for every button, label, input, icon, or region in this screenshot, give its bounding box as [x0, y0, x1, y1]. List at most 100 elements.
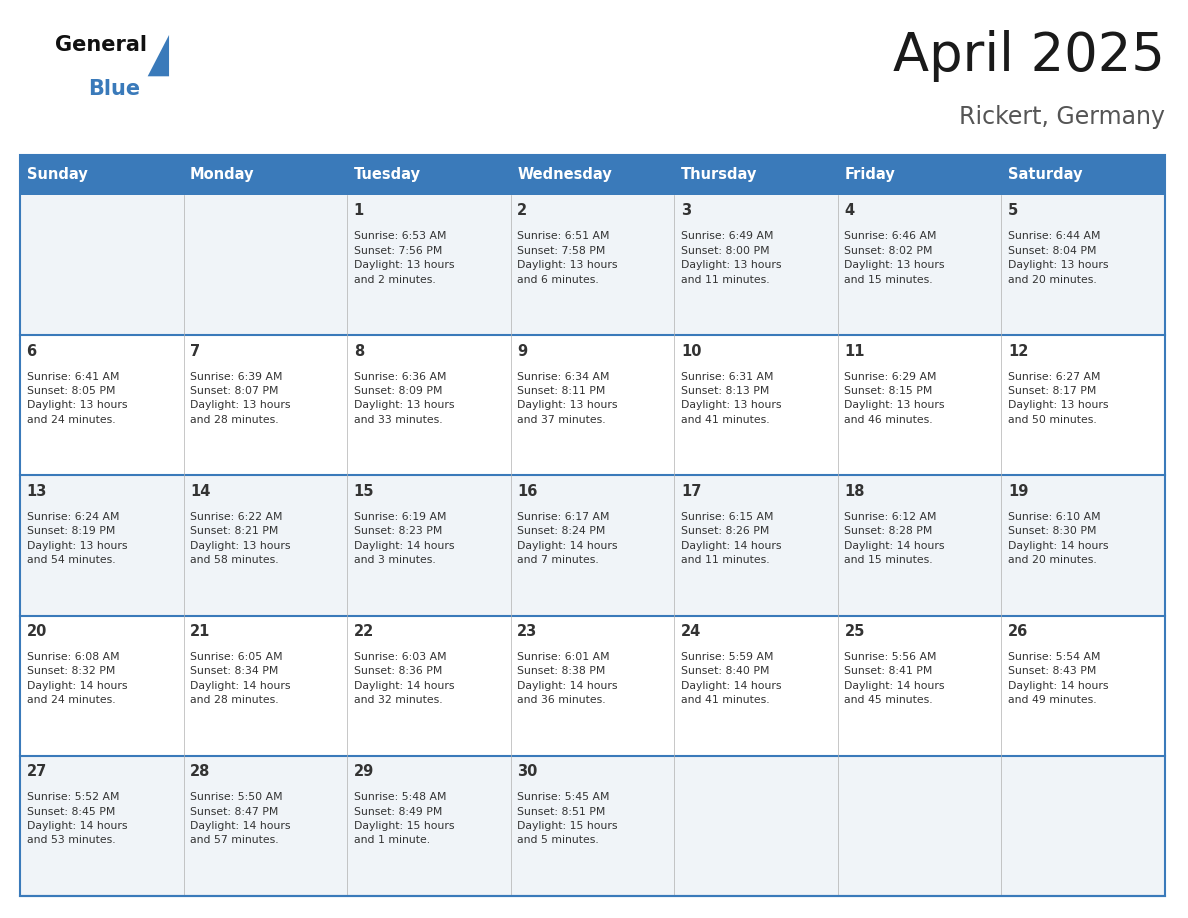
Text: Rickert, Germany: Rickert, Germany [959, 105, 1165, 129]
Bar [184, 195, 347, 335]
Bar [1001, 476, 1165, 616]
Text: Sunrise: 6:12 AM
Sunset: 8:28 PM
Daylight: 14 hours
and 15 minutes.: Sunrise: 6:12 AM Sunset: 8:28 PM Dayligh… [845, 512, 944, 565]
Text: Wednesday: Wednesday [517, 167, 612, 183]
Text: Sunrise: 5:56 AM
Sunset: 8:41 PM
Daylight: 14 hours
and 45 minutes.: Sunrise: 5:56 AM Sunset: 8:41 PM Dayligh… [845, 652, 944, 705]
Text: Sunday: Sunday [26, 167, 87, 183]
Bar [675, 756, 838, 896]
Point [177, 189, 191, 200]
Text: 28: 28 [190, 764, 210, 779]
Point [177, 890, 191, 901]
Point [504, 890, 518, 901]
Bar [184, 335, 347, 476]
Text: 7: 7 [190, 343, 201, 359]
Bar [20, 195, 184, 335]
Text: Sunrise: 5:45 AM
Sunset: 8:51 PM
Daylight: 15 hours
and 5 minutes.: Sunrise: 5:45 AM Sunset: 8:51 PM Dayligh… [517, 792, 618, 845]
Point [504, 189, 518, 200]
Text: Sunrise: 6:51 AM
Sunset: 7:58 PM
Daylight: 13 hours
and 6 minutes.: Sunrise: 6:51 AM Sunset: 7:58 PM Dayligh… [517, 231, 618, 285]
Text: Saturday: Saturday [1007, 167, 1082, 183]
Text: Sunrise: 6:19 AM
Sunset: 8:23 PM
Daylight: 14 hours
and 3 minutes.: Sunrise: 6:19 AM Sunset: 8:23 PM Dayligh… [354, 512, 454, 565]
Text: Sunrise: 6:44 AM
Sunset: 8:04 PM
Daylight: 13 hours
and 20 minutes.: Sunrise: 6:44 AM Sunset: 8:04 PM Dayligh… [1007, 231, 1108, 285]
Text: Monday: Monday [190, 167, 254, 183]
Text: Sunrise: 5:59 AM
Sunset: 8:40 PM
Daylight: 14 hours
and 41 minutes.: Sunrise: 5:59 AM Sunset: 8:40 PM Dayligh… [681, 652, 782, 705]
Text: Sunrise: 6:41 AM
Sunset: 8:05 PM
Daylight: 13 hours
and 24 minutes.: Sunrise: 6:41 AM Sunset: 8:05 PM Dayligh… [26, 372, 127, 425]
Bar [1001, 195, 1165, 335]
Text: 3: 3 [681, 204, 691, 218]
Text: Sunrise: 6:17 AM
Sunset: 8:24 PM
Daylight: 14 hours
and 7 minutes.: Sunrise: 6:17 AM Sunset: 8:24 PM Dayligh… [517, 512, 618, 565]
Text: 9: 9 [517, 343, 527, 359]
Text: 12: 12 [1007, 343, 1029, 359]
Text: Sunrise: 6:27 AM
Sunset: 8:17 PM
Daylight: 13 hours
and 50 minutes.: Sunrise: 6:27 AM Sunset: 8:17 PM Dayligh… [1007, 372, 1108, 425]
Text: Friday: Friday [845, 167, 895, 183]
Text: Sunrise: 6:34 AM
Sunset: 8:11 PM
Daylight: 13 hours
and 37 minutes.: Sunrise: 6:34 AM Sunset: 8:11 PM Dayligh… [517, 372, 618, 425]
Text: 27: 27 [26, 764, 46, 779]
Text: Sunrise: 6:49 AM
Sunset: 8:00 PM
Daylight: 13 hours
and 11 minutes.: Sunrise: 6:49 AM Sunset: 8:00 PM Dayligh… [681, 231, 782, 285]
Text: Sunrise: 6:39 AM
Sunset: 8:07 PM
Daylight: 13 hours
and 28 minutes.: Sunrise: 6:39 AM Sunset: 8:07 PM Dayligh… [190, 372, 291, 425]
Bar [675, 335, 838, 476]
Text: Sunrise: 6:46 AM
Sunset: 8:02 PM
Daylight: 13 hours
and 15 minutes.: Sunrise: 6:46 AM Sunset: 8:02 PM Dayligh… [845, 231, 944, 285]
Text: Sunrise: 5:54 AM
Sunset: 8:43 PM
Daylight: 14 hours
and 49 minutes.: Sunrise: 5:54 AM Sunset: 8:43 PM Dayligh… [1007, 652, 1108, 705]
Text: 29: 29 [354, 764, 374, 779]
Bar [20, 476, 184, 616]
Text: 14: 14 [190, 484, 210, 498]
Bar [184, 476, 347, 616]
Bar [838, 616, 1001, 756]
Text: 8: 8 [354, 343, 364, 359]
Point [994, 890, 1009, 901]
Text: Sunrise: 6:15 AM
Sunset: 8:26 PM
Daylight: 14 hours
and 11 minutes.: Sunrise: 6:15 AM Sunset: 8:26 PM Dayligh… [681, 512, 782, 565]
Text: Sunrise: 5:48 AM
Sunset: 8:49 PM
Daylight: 15 hours
and 1 minute.: Sunrise: 5:48 AM Sunset: 8:49 PM Dayligh… [354, 792, 454, 845]
Bar [347, 756, 511, 896]
Bar [347, 476, 511, 616]
Text: Thursday: Thursday [681, 167, 757, 183]
Text: Sunrise: 6:36 AM
Sunset: 8:09 PM
Daylight: 13 hours
and 33 minutes.: Sunrise: 6:36 AM Sunset: 8:09 PM Dayligh… [354, 372, 454, 425]
Bar [20, 155, 1165, 195]
Bar [838, 335, 1001, 476]
Text: 2: 2 [517, 204, 527, 218]
Text: 1: 1 [354, 204, 364, 218]
Text: 4: 4 [845, 204, 854, 218]
Point [994, 189, 1009, 200]
Text: General: General [55, 35, 147, 55]
Text: Blue: Blue [88, 79, 140, 99]
Bar [347, 195, 511, 335]
Text: Sunrise: 6:31 AM
Sunset: 8:13 PM
Daylight: 13 hours
and 41 minutes.: Sunrise: 6:31 AM Sunset: 8:13 PM Dayligh… [681, 372, 782, 425]
Text: 16: 16 [517, 484, 538, 498]
Bar [511, 476, 675, 616]
Text: April 2025: April 2025 [893, 30, 1165, 82]
Bar [184, 616, 347, 756]
Bar [511, 616, 675, 756]
Bar [20, 616, 184, 756]
Text: 26: 26 [1007, 624, 1029, 639]
Text: Tuesday: Tuesday [354, 167, 421, 183]
Point [668, 189, 682, 200]
Text: 18: 18 [845, 484, 865, 498]
Bar [20, 756, 184, 896]
Point [830, 890, 845, 901]
Bar [511, 756, 675, 896]
Text: 21: 21 [190, 624, 210, 639]
Point [830, 189, 845, 200]
Text: Sunrise: 6:53 AM
Sunset: 7:56 PM
Daylight: 13 hours
and 2 minutes.: Sunrise: 6:53 AM Sunset: 7:56 PM Dayligh… [354, 231, 454, 285]
Bar [1001, 756, 1165, 896]
Bar [675, 616, 838, 756]
Bar [347, 335, 511, 476]
Text: 6: 6 [26, 343, 37, 359]
Bar [184, 756, 347, 896]
Text: 20: 20 [26, 624, 46, 639]
Point [340, 890, 354, 901]
Polygon shape [147, 35, 169, 76]
Bar [1001, 335, 1165, 476]
Text: Sunrise: 6:24 AM
Sunset: 8:19 PM
Daylight: 13 hours
and 54 minutes.: Sunrise: 6:24 AM Sunset: 8:19 PM Dayligh… [26, 512, 127, 565]
Text: Sunrise: 6:22 AM
Sunset: 8:21 PM
Daylight: 13 hours
and 58 minutes.: Sunrise: 6:22 AM Sunset: 8:21 PM Dayligh… [190, 512, 291, 565]
Text: Sunrise: 6:29 AM
Sunset: 8:15 PM
Daylight: 13 hours
and 46 minutes.: Sunrise: 6:29 AM Sunset: 8:15 PM Dayligh… [845, 372, 944, 425]
Text: 10: 10 [681, 343, 701, 359]
Text: Sunrise: 6:03 AM
Sunset: 8:36 PM
Daylight: 14 hours
and 32 minutes.: Sunrise: 6:03 AM Sunset: 8:36 PM Dayligh… [354, 652, 454, 705]
Point [340, 189, 354, 200]
Text: 13: 13 [26, 484, 46, 498]
Text: Sunrise: 5:52 AM
Sunset: 8:45 PM
Daylight: 14 hours
and 53 minutes.: Sunrise: 5:52 AM Sunset: 8:45 PM Dayligh… [26, 792, 127, 845]
Text: 30: 30 [517, 764, 538, 779]
Text: 11: 11 [845, 343, 865, 359]
Text: Sunrise: 5:50 AM
Sunset: 8:47 PM
Daylight: 14 hours
and 57 minutes.: Sunrise: 5:50 AM Sunset: 8:47 PM Dayligh… [190, 792, 291, 845]
Text: Sunrise: 6:05 AM
Sunset: 8:34 PM
Daylight: 14 hours
and 28 minutes.: Sunrise: 6:05 AM Sunset: 8:34 PM Dayligh… [190, 652, 291, 705]
Bar [20, 335, 184, 476]
Text: 22: 22 [354, 624, 374, 639]
